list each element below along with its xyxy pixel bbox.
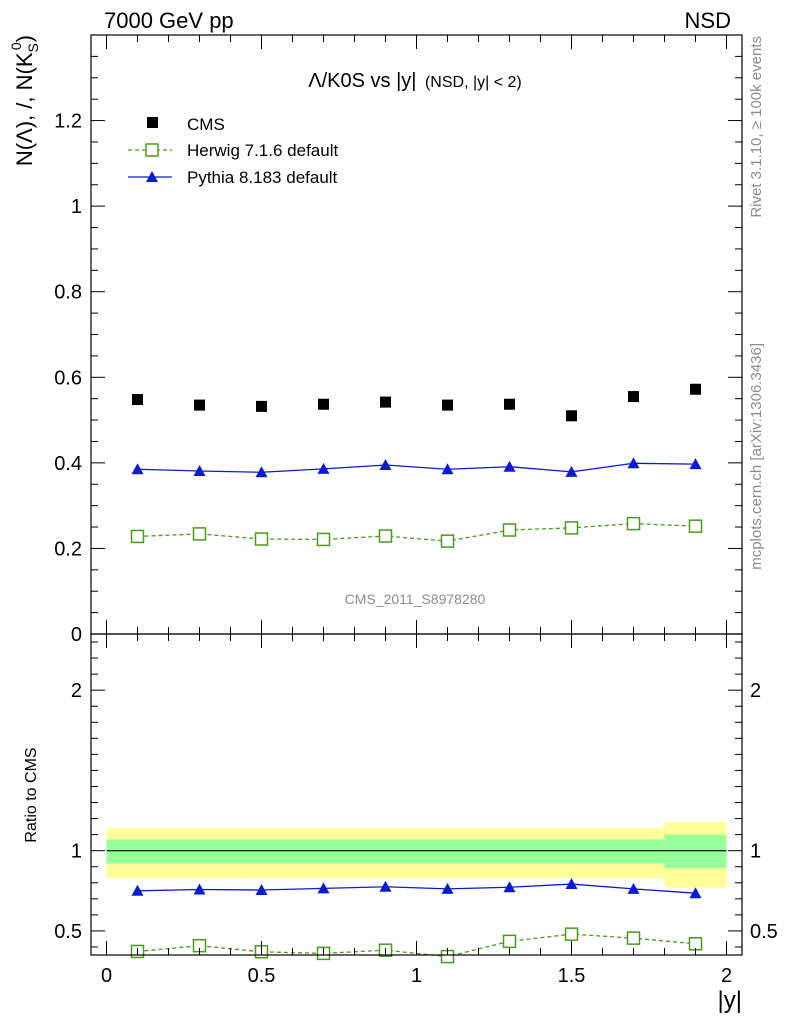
main-point-cms-8 [628,391,639,403]
ratio-axes: 0.5 0.5 1 1 2 2 0 0.5 1 1.5 2 [54,633,778,987]
legend-label-pythia: Pythia 8.183 default [187,168,338,187]
ratio-point-pythia-3 [317,882,330,894]
main-point-pythia-8 [627,457,640,469]
ratio-frame [90,633,743,956]
legend-marker-herwig [145,143,159,157]
ratio-point-herwig-7 [564,927,579,941]
ratio-ytick-label-right: 0.5 [750,921,778,943]
ratio-point-herwig-9 [688,937,703,951]
ratio-ytick-label-right: 1 [750,841,761,863]
main-point-pythia-3 [317,462,330,474]
main-ytick-label: 0.6 [54,367,82,389]
xtick-label: 1.5 [558,965,586,987]
energy-label: 7000 GeV pp [104,8,234,33]
main-axes: 0 0.2 0.4 0.6 0.8 1 1.2 [54,34,743,646]
main-point-cms-0 [132,394,143,406]
main-point-herwig-4 [378,529,393,543]
main-ytick-label: 1 [71,196,82,218]
ratio-point-pythia-2 [255,883,268,895]
main-point-cms-6 [504,398,515,410]
analysis-watermark: CMS_2011_S8978280 [345,591,486,607]
main-point-herwig-0 [130,529,145,544]
main-point-herwig-7 [564,521,579,535]
main-point-pythia-6 [503,460,516,472]
main-ytick-label: 0.4 [54,453,82,475]
ratio-ytick-label-left: 2 [71,680,82,702]
ratio-ytick-label-left: 1 [71,841,82,863]
ratio-ytick-label-left: 0.5 [54,921,82,943]
xtick-label: 0.5 [248,965,276,987]
main-point-herwig-8 [626,516,641,531]
main-line-herwig [137,522,696,542]
ratio-ylabel: Ratio to CMS [23,747,40,842]
legend-marker-cms [147,117,158,128]
legend-marker-pythia [146,171,158,182]
main-point-cms-9 [690,383,701,395]
legend: CMS Herwig 7.1.6 default Pythia 8.183 de… [128,115,338,187]
chart-title-sub: (NSD, |y| < 2) [425,74,522,91]
main-point-pythia-1 [193,464,206,476]
main-point-pythia-4 [379,458,392,470]
main-point-cms-5 [442,399,453,411]
ratio-point-pythia-1 [193,883,206,895]
main-point-herwig-6 [502,523,517,537]
process-label: NSD [685,8,731,33]
main-ylabel: N(Λ), /, N(KS0) [8,35,41,166]
main-point-pythia-7 [565,465,578,477]
ratio-point-pythia-4 [379,880,392,892]
legend-label-herwig: Herwig 7.1.6 default [187,141,338,160]
main-ytick-label: 0.2 [54,538,82,560]
main-ytick-label: 0 [71,624,82,646]
xtick-label: 2 [721,965,732,987]
ratio-point-herwig-6 [502,934,517,949]
ratio-line-pythia [137,883,696,894]
main-point-herwig-5 [440,534,455,548]
main-point-pythia-9 [689,458,702,470]
ratio-point-pythia-5 [441,882,454,894]
ratio-ytick-label-right: 2 [750,680,761,702]
main-series-layer [130,383,703,548]
xtick-label: 1 [411,965,422,987]
mcplots-label: mcplots.cern.ch [arXiv:1306.3436] [748,343,765,570]
chart-title: Λ/K0S vs |y| (NSD, |y| < 2) [308,70,521,92]
x-axis-label: |y| [718,987,742,1014]
xtick-label: 0 [101,965,112,987]
main-point-cms-1 [194,399,205,411]
ratio-bands [106,821,727,888]
main-point-cms-7 [566,410,577,422]
main-point-cms-3 [318,398,329,410]
ratio-band-green-1 [664,834,727,869]
main-line-pythia [137,462,696,473]
main-point-herwig-9 [688,519,703,533]
main-point-pythia-5 [441,463,454,475]
main-point-herwig-1 [192,527,207,541]
chart-title-main: Λ/K0S vs |y| [308,70,416,92]
ratio-point-herwig-8 [626,931,641,945]
main-ytick-label: 0.8 [54,282,82,304]
main-point-herwig-2 [254,532,269,546]
main-point-pythia-2 [255,466,268,478]
main-point-pythia-0 [131,463,144,475]
legend-label-cms: CMS [187,115,225,134]
ratio-band-green-0 [106,839,665,864]
main-point-cms-2 [256,400,267,412]
ratio-point-pythia-0 [131,884,144,896]
ratio-point-pythia-6 [503,881,516,893]
main-point-herwig-3 [316,532,331,547]
ratio-point-pythia-7 [565,878,578,890]
ratio-point-pythia-8 [627,882,640,894]
rivet-label: Rivet 3.1.10, ≥ 100k events [748,36,765,218]
ratio-point-pythia-9 [689,887,702,899]
main-point-cms-4 [380,396,391,408]
main-ytick-label: 1.2 [54,111,82,133]
